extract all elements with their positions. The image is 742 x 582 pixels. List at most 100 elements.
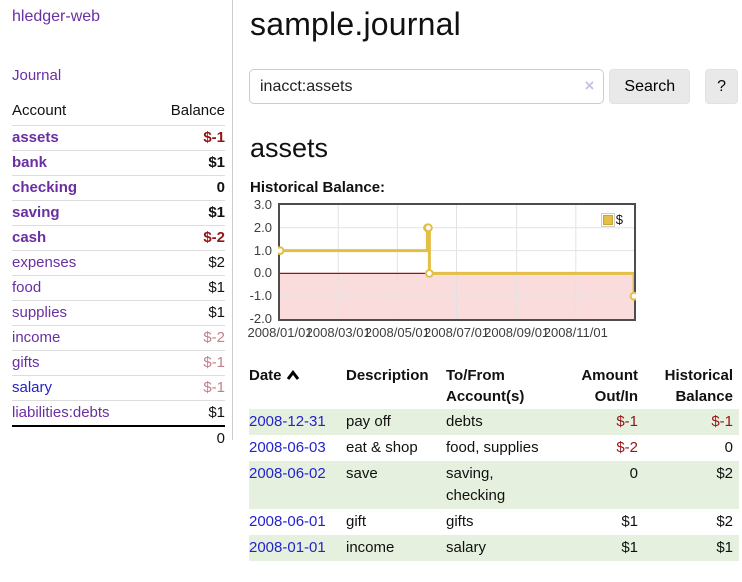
transaction-accounts: food, supplies [446,439,539,456]
accounts-table: Account Balance assets $-1 bank $1 checking 0… [12,98,225,451]
account-link[interactable]: bank [12,154,48,171]
account-heading: assets [250,133,329,163]
accounts-header-row: Account Balance [12,98,225,126]
register-header-historical: Historical Balance [664,367,733,405]
account-balance: $1 [148,150,225,176]
register-header-amount: Amount Out/In [581,367,638,405]
x-axis-tick-label: 2008/03/01 [305,325,371,340]
transaction-balance: $1 [716,539,733,556]
register-header-description: Description [346,367,429,384]
transaction-accounts: debts [446,413,483,430]
sort-ascending-icon [286,370,299,380]
accounts-total-row: 0 [12,425,225,451]
account-balance: $1 [148,300,225,326]
account-balance: $-1 [148,375,225,401]
register-row: 2008-12-31 pay off debts $-1 $-1 [249,409,739,435]
chart-canvas [275,203,639,321]
y-axis-tick-label: 0.0 [253,265,272,281]
account-row: saving $1 [12,200,225,226]
chart-data-point [424,269,434,278]
transaction-balance: $-1 [711,413,733,430]
x-axis-tick-label: 2008/05/01 [364,325,430,340]
clear-search-icon[interactable]: × [584,76,595,95]
chart-legend: $ [600,212,623,227]
transaction-amount: 0 [629,465,638,482]
transaction-amount: $1 [621,539,638,556]
account-link[interactable]: assets [12,129,59,146]
account-row: cash $-2 [12,225,225,251]
accounts-header-balance: Balance [170,102,225,119]
chart-data-point [275,246,285,255]
account-row: liabilities:debts $1 [12,400,225,426]
account-balance: $-2 [148,325,225,351]
account-link[interactable]: liabilities:debts [12,404,110,421]
account-link[interactable]: food [12,279,42,296]
account-row: gifts $-1 [12,350,225,376]
transaction-date-link[interactable]: 2008-06-02 [249,465,326,482]
page-title: sample.journal [250,6,461,42]
chart-border [278,203,636,321]
account-row: salary $-1 [12,375,225,401]
sidebar: hledger-web Journal Account Balance asse… [0,0,233,451]
account-balance: $-2 [148,225,225,251]
account-row: income $-2 [12,325,225,351]
x-axis-tick-label: 2008/09/01 [484,325,550,340]
transaction-date-link[interactable]: 2008-01-01 [249,539,326,556]
account-balance: $-1 [148,350,225,376]
transaction-amount: $1 [621,513,638,530]
chart-data-point [629,291,639,301]
transaction-accounts: gifts [446,513,474,530]
account-row: checking 0 [12,175,225,201]
account-balance: 0 [148,175,225,201]
account-row: assets $-1 [12,125,225,151]
transaction-description: gift [346,513,367,530]
account-row: food $1 [12,275,225,301]
main-content: sample.journal × Search ? assets Histori… [233,0,742,582]
account-link[interactable]: expenses [12,254,77,271]
register-table: Date Description To/From Account(s) Amount … [249,363,739,561]
transaction-accounts: salary [446,539,487,556]
account-balance: $-1 [148,125,225,151]
brand-link[interactable]: hledger-web [12,8,101,25]
transaction-amount: $-2 [616,439,638,456]
legend-swatch-icon [600,212,615,227]
account-link[interactable]: cash [12,229,47,246]
y-axis-tick-label: -2.0 [249,311,272,326]
x-axis-tick-label: 2008/01/01 [247,325,313,340]
transaction-description: save [346,465,378,482]
transaction-date-link[interactable]: 2008-06-01 [249,513,326,530]
register-header-row: Date Description To/From Account(s) Amount … [249,363,739,409]
transaction-balance: 0 [724,439,733,456]
y-axis-tick-label: 2.0 [253,219,272,235]
transaction-date-link[interactable]: 2008-06-03 [249,439,326,456]
historical-balance-chart: $ 3.0 2.0 1.0 0.0 -1.0 -2.0 2008/01/01 2008/03/… [247,198,738,345]
account-link[interactable]: gifts [12,354,40,371]
account-balance: $1 [148,275,225,301]
transaction-balance: $2 [716,513,733,530]
y-axis-tick-label: 1.0 [253,242,272,258]
transaction-amount: $-1 [616,413,638,430]
account-link[interactable]: checking [12,179,78,196]
register-row: 2008-06-03 eat & shop food, supplies $-2 0 [249,435,739,461]
chart-title: Historical Balance: [250,179,386,196]
help-button[interactable]: ? [705,69,738,104]
account-row: expenses $2 [12,250,225,276]
account-link[interactable]: supplies [12,304,68,321]
account-balance: $2 [148,250,225,276]
x-axis-tick-label: 2008/11/01 [543,325,608,340]
search-form: × Search ? [249,69,738,104]
account-link[interactable]: salary [12,379,53,396]
sidebar-item-journal[interactable]: Journal [12,67,62,84]
transaction-description: income [346,539,395,556]
account-row: bank $1 [12,150,225,176]
account-link[interactable]: income [12,329,61,346]
transaction-date-link[interactable]: 2008-12-31 [249,413,326,430]
account-link[interactable]: saving [12,204,60,221]
accounts-total-value: 0 [12,425,225,451]
register-row: 2008-06-02 save saving, checking 0 $2 [249,461,739,509]
search-button[interactable]: Search [609,69,691,104]
search-input[interactable] [249,69,605,104]
account-balance: $1 [148,400,225,426]
transaction-balance: $2 [716,465,733,482]
transaction-description: pay off [346,413,391,430]
